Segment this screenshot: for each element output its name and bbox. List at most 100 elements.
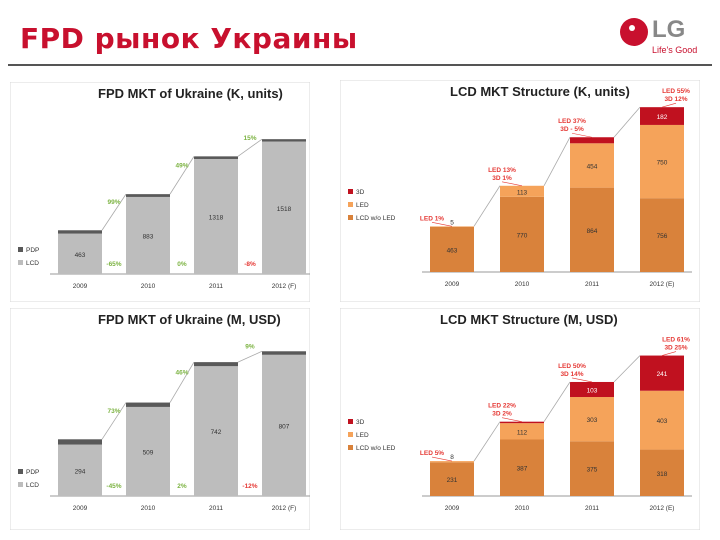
c0-growth-label-0: 99%: [107, 199, 120, 206]
c3-data-label-0-0: 231: [447, 477, 458, 484]
c3-bar-1-0: [430, 461, 474, 463]
c0-bar-0-0: [58, 233, 102, 274]
c1-bar-0-1: [500, 196, 544, 272]
c1-tick-label-1: 2010: [515, 281, 530, 288]
c1-share-leader-1: [501, 181, 523, 187]
c0-data-label-1-0: 38: [76, 223, 84, 230]
c1-legend-swatch-2: [348, 215, 353, 220]
c0-data-label-0-2: 1318: [209, 214, 224, 221]
c3-share-label-3-1: 3D 25%: [664, 345, 687, 352]
chart-fpd-units: FPD MKT of Ukraine (K, units) 463 38 2009 88…: [10, 82, 310, 302]
c3-bar-0-1: [500, 439, 544, 496]
c0-connector-2: [237, 138, 263, 157]
c2-legend-swatch-0: [18, 469, 23, 474]
c3-share-label-2-0: LED 50%: [558, 363, 586, 370]
c3-share-label-3-0: LED 61%: [662, 337, 690, 344]
c1-bar-1-3: [640, 124, 684, 199]
c3-share-leader-1: [501, 417, 523, 422]
c3-legend-label-2: LCD w/o LED: [356, 445, 396, 452]
c1-data-label-0-2: 864: [587, 228, 598, 235]
c1-legend-swatch-1: [348, 202, 353, 207]
c0-data-label-1-2: 31: [212, 149, 220, 156]
c1-tick-label-0: 2009: [445, 281, 460, 288]
c0-connector-0: [101, 193, 127, 231]
c1-connector-1: [543, 137, 571, 186]
c1-legend-label-1: LED: [356, 202, 369, 209]
c1-bar-1-0: [430, 226, 474, 227]
c1-data-label-2-2: 62: [588, 130, 596, 137]
c2-tick-label-0: 2009: [73, 505, 88, 512]
c0-connector-1: [169, 156, 195, 195]
c1-bar-0-2: [570, 187, 614, 272]
c0-bar-0-3: [262, 141, 306, 274]
chart-lcd-structure-units: LCD MKT Structure (K, units) 463 5 2009 770 1…: [340, 80, 700, 302]
c1-share-label-0-0: LED 1%: [420, 215, 444, 222]
c1-legend-label-0: 3D: [356, 189, 365, 196]
c0-tick-label-2: 2011: [209, 283, 223, 290]
c1-tick-label-2: 2011: [585, 281, 599, 288]
c3-share-leader-2: [571, 377, 593, 383]
c2-growth-label-1: 46%: [175, 369, 188, 376]
c0-tick-label-0: 2009: [73, 283, 88, 290]
c0-data-label-1-3: 27: [280, 132, 288, 139]
c2-tick-label-2: 2011: [209, 505, 223, 512]
c2-data-label-1-0: 30: [76, 432, 84, 439]
c2-legend-label-0: PDP: [26, 469, 39, 476]
c0-tick-label-1: 2010: [141, 283, 156, 290]
c3-legend-label-1: LED: [356, 432, 369, 439]
c3-bar-0-0: [430, 462, 474, 496]
c3-connector-1: [543, 381, 571, 422]
title-divider: [8, 64, 712, 66]
c3-connector-2: [613, 355, 641, 383]
c2-bar-0-2: [194, 366, 238, 496]
c1-share-label-3-1: 3D 12%: [664, 96, 687, 103]
c0-bar-1-3: [262, 139, 306, 142]
c2-tick-label-1: 2010: [141, 505, 156, 512]
c0-growth-label-3: -65%: [106, 261, 121, 268]
c3-data-label-0-3: 318: [657, 471, 668, 478]
c3-legend-label-0: 3D: [356, 419, 365, 426]
chart-lcd-structure-units-svg: LCD MKT Structure (K, units) 463 5 2009 770 1…: [340, 80, 700, 302]
c3-bar-2-2: [570, 381, 614, 398]
c3-bar-2-1: [500, 421, 544, 424]
c3-bar-0-2: [570, 441, 614, 496]
c2-growth-label-2: 9%: [245, 344, 255, 351]
c1-share-label-2-0: LED 37%: [558, 118, 586, 125]
c1-connector-0: [473, 185, 501, 227]
c1-data-label-1-3: 750: [657, 160, 668, 167]
c3-title: LCD MKT Structure (M, USD): [440, 312, 618, 327]
c1-title: LCD MKT Structure (K, units): [450, 84, 630, 99]
c3-data-label-2-3: 241: [657, 371, 668, 378]
c2-bar-0-0: [58, 444, 102, 496]
c2-bar-0-1: [126, 406, 170, 496]
c1-bar-0-3: [640, 198, 684, 272]
c3-data-label-1-2: 303: [587, 417, 598, 424]
c2-connector-1: [169, 361, 195, 403]
c0-bar-1-2: [194, 156, 238, 159]
c2-growth-label-0: 73%: [107, 408, 120, 415]
lg-logo: LG Life's Good: [620, 16, 710, 60]
c3-data-label-2-2: 103: [587, 387, 598, 394]
c2-data-label-0-0: 294: [75, 468, 86, 475]
c0-tick-label-3: 2012 (F): [272, 283, 297, 290]
c0-data-label-1-1: 31: [144, 187, 152, 194]
c1-tick-label-3: 2012 (E): [650, 281, 675, 288]
c3-bar-0-3: [640, 449, 684, 496]
c2-bar-0-3: [262, 354, 306, 496]
c3-data-label-1-0: 8: [450, 454, 454, 461]
c1-share-label-3-0: LED 55%: [662, 88, 690, 95]
c3-tick-label-1: 2010: [515, 505, 530, 512]
c0-bar-0-1: [126, 196, 170, 274]
c1-share-label-1-1: 3D 1%: [492, 175, 512, 182]
page-title: FPD рынок Украины: [20, 22, 358, 55]
logo-tagline: Life's Good: [652, 45, 698, 55]
c1-connector-2: [613, 106, 641, 138]
c0-title: FPD MKT of Ukraine (K, units): [98, 86, 283, 101]
c3-bar-1-1: [500, 423, 544, 440]
c3-share-label-1-1: 3D 2%: [492, 411, 512, 418]
chart-lcd-structure-usd: LCD MKT Structure (M, USD) 231 8 2009 387 112…: [340, 308, 700, 530]
c1-bar-2-2: [570, 137, 614, 144]
c1-legend-label-2: LCD w/o LED: [356, 215, 396, 222]
c1-bar-0-0: [430, 226, 474, 272]
c1-share-leader-2: [571, 132, 593, 138]
